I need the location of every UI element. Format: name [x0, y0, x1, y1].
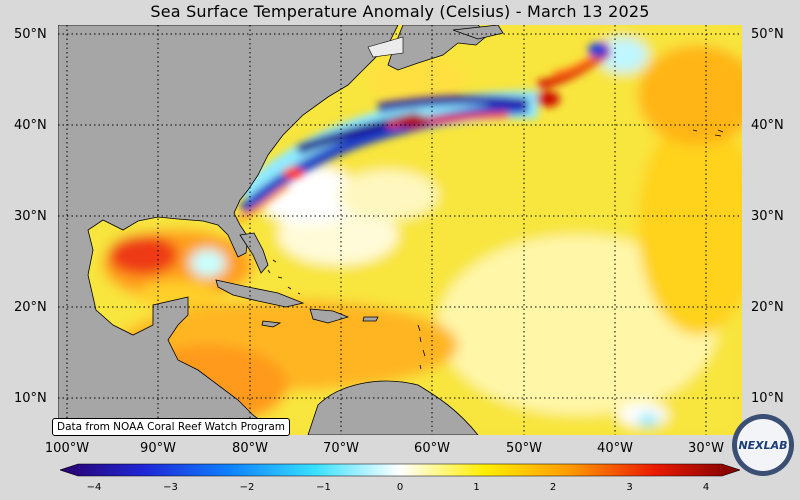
lon-label-80w: 80°W [232, 441, 268, 456]
gulf-stream-band [236, 41, 611, 223]
colorbar-tick-label: −2 [239, 482, 255, 493]
colorbar-tick-label: −4 [86, 482, 102, 493]
lat-label-10n-left: 10°N [14, 391, 47, 406]
nexlab-logo-text: NEXLAB [737, 419, 789, 471]
islands [267, 129, 724, 370]
lat-label-40n-right: 40°N [751, 118, 784, 133]
lat-label-50n-right: 50°N [751, 27, 784, 42]
lat-label-10n-right: 10°N [751, 391, 784, 406]
colorbar-tick-label: 4 [702, 482, 710, 493]
map-canvas [58, 25, 742, 435]
colorbar-tick-label: 2 [549, 482, 557, 493]
colorbar-tick-label: 3 [626, 482, 633, 493]
sst-anomaly-map [58, 25, 742, 435]
lon-label-50w: 50°W [506, 441, 542, 456]
colorbar-tick-label: −3 [163, 482, 178, 493]
map-title: Sea Surface Temperature Anomaly (Celsius… [150, 2, 650, 21]
lat-label-50n-left: 50°N [14, 27, 47, 42]
lat-label-20n-left: 20°N [14, 300, 47, 315]
graticule [58, 25, 742, 435]
lon-label-40w: 40°W [597, 441, 633, 456]
lon-label-70w: 70°W [323, 441, 359, 456]
lon-label-100w: 100°W [44, 441, 90, 456]
colorbar-tick-label: 1 [473, 482, 480, 493]
lat-label-30n-left: 30°N [14, 209, 47, 224]
lon-label-60w: 60°W [414, 441, 450, 456]
colorbar-tick-label: −1 [316, 482, 331, 493]
land-masses [58, 25, 504, 435]
lon-label-90w: 90°W [140, 441, 176, 456]
ice-region [367, 36, 404, 58]
lat-label-40n-left: 40°N [14, 118, 47, 133]
colorbar-tick-label: 0 [396, 482, 404, 493]
nexlab-logo: NEXLAB [732, 414, 794, 476]
lat-label-20n-right: 20°N [751, 300, 784, 315]
colorbar-scale [60, 463, 740, 477]
lat-label-30n-right: 30°N [751, 209, 784, 224]
lon-label-30w: 30°W [688, 441, 724, 456]
data-credit: Data from NOAA Coral Reef Watch Program [52, 418, 290, 436]
colorbar [60, 463, 740, 477]
